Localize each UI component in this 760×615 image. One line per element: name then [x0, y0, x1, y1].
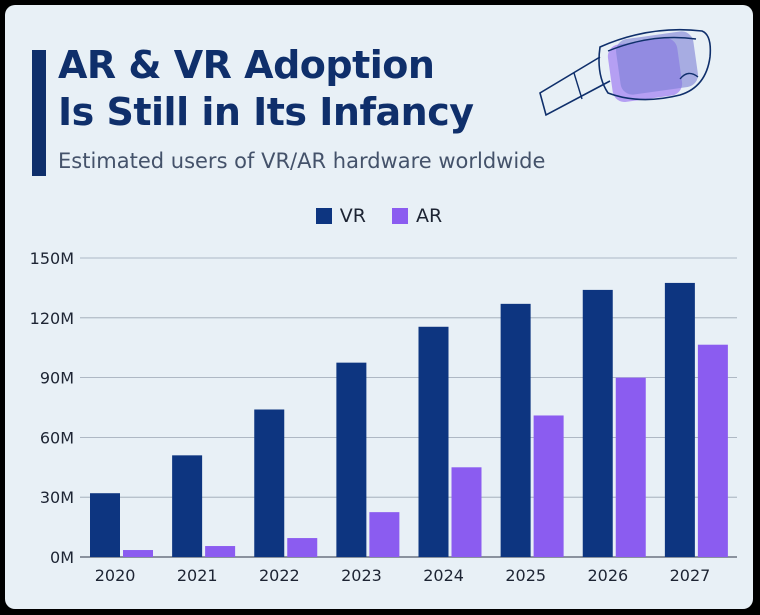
x-tick-label: 2023 [341, 566, 382, 585]
bar-ar-2021 [205, 546, 236, 557]
x-tick-label: 2026 [587, 566, 628, 585]
bar-vr-2026 [582, 289, 613, 557]
vr-headset-icon [539, 28, 712, 117]
chart-title: AR & VR Adoption Is Still in Its Infancy [58, 42, 474, 136]
x-tick-label: 2020 [95, 566, 136, 585]
x-tick-label: 2027 [670, 566, 711, 585]
title-accent-bar [32, 50, 46, 176]
bar-ar-2023 [369, 512, 400, 557]
y-tick-label: 60M [40, 428, 74, 447]
x-tick-label: 2025 [505, 566, 546, 585]
bar-ar-2022 [287, 538, 318, 557]
x-tick-label: 2022 [259, 566, 300, 585]
x-tick-label: 2021 [177, 566, 218, 585]
chart-subtitle: Estimated users of VR/AR hardware worldw… [58, 149, 546, 173]
legend-swatch-ar [392, 208, 408, 224]
bar-ar-2025 [533, 415, 564, 557]
chart-card: AR & VR Adoption Is Still in Its Infancy… [5, 5, 753, 609]
chart-legend: VR AR [5, 205, 753, 227]
bar-chart: 0M 30M 60M 90M 120M 150M 2020 2021 2022 2023 2024 2… [30, 249, 737, 585]
bar-vr-2020 [90, 493, 120, 557]
title-line-2: Is Still in Its Infancy [58, 90, 474, 134]
legend-item-vr: VR [315, 205, 366, 227]
bar-ar-2024 [451, 467, 482, 557]
bar-vr-2023 [336, 362, 367, 557]
y-tick-label: 150M [30, 249, 74, 268]
bar-vr-2024 [418, 326, 449, 557]
bar-ar-2027 [697, 344, 728, 557]
bar-vr-2022 [254, 409, 285, 557]
bar-ar-2020 [123, 550, 153, 557]
x-tick-label: 2024 [423, 566, 464, 585]
legend-item-ar: AR [392, 205, 442, 227]
y-tick-label: 0M [50, 548, 74, 567]
legend-label-vr: VR [339, 205, 366, 227]
y-tick-label: 90M [40, 369, 74, 388]
bar-ar-2026 [615, 377, 646, 557]
bar-vr-2027 [664, 282, 695, 557]
bar-vr-2025 [500, 303, 531, 557]
title-line-1: AR & VR Adoption [58, 43, 435, 87]
bar-vr-2021 [172, 455, 203, 557]
y-tick-label: 120M [30, 309, 74, 328]
legend-swatch-vr [315, 208, 332, 224]
legend-label-ar: AR [416, 205, 443, 227]
y-tick-label: 30M [40, 488, 74, 507]
